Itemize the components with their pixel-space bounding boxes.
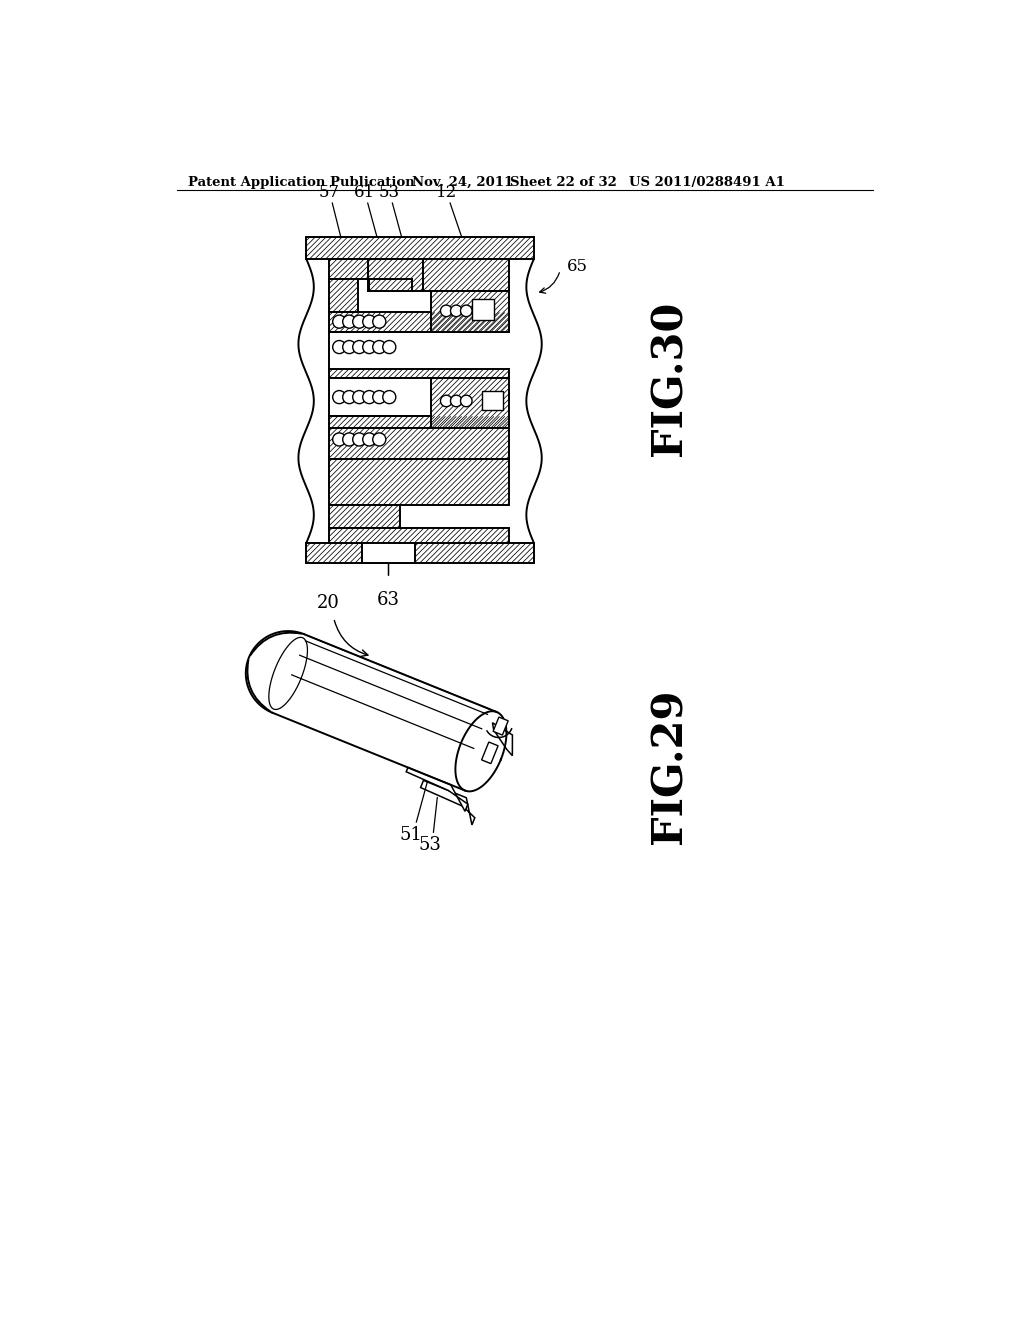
Circle shape xyxy=(451,305,462,317)
Circle shape xyxy=(373,433,386,446)
Text: 65: 65 xyxy=(566,257,588,275)
Text: 51: 51 xyxy=(399,826,423,843)
Bar xyxy=(361,544,416,562)
Circle shape xyxy=(373,341,386,354)
Circle shape xyxy=(343,391,355,404)
Circle shape xyxy=(362,315,376,329)
Text: 53: 53 xyxy=(379,183,399,201)
Circle shape xyxy=(461,395,472,407)
Circle shape xyxy=(362,391,376,404)
Bar xyxy=(423,259,509,290)
Bar xyxy=(368,259,423,290)
Circle shape xyxy=(362,433,376,446)
Bar xyxy=(330,428,509,459)
Circle shape xyxy=(333,433,346,446)
Bar xyxy=(330,528,509,544)
Polygon shape xyxy=(494,717,508,735)
Circle shape xyxy=(373,391,386,404)
Text: Nov. 24, 2011: Nov. 24, 2011 xyxy=(412,176,513,189)
Bar xyxy=(330,259,370,280)
FancyArrowPatch shape xyxy=(540,273,559,293)
Bar xyxy=(472,298,494,321)
Text: 53: 53 xyxy=(418,836,441,854)
Text: 20: 20 xyxy=(316,594,340,612)
Bar xyxy=(330,504,400,528)
Bar xyxy=(370,280,412,290)
Circle shape xyxy=(440,305,452,317)
Circle shape xyxy=(343,341,355,354)
Bar xyxy=(306,238,535,259)
Bar xyxy=(330,280,357,313)
Bar xyxy=(431,378,509,428)
Circle shape xyxy=(343,315,355,329)
Text: US 2011/0288491 A1: US 2011/0288491 A1 xyxy=(629,176,784,189)
Polygon shape xyxy=(407,767,468,812)
Text: 63: 63 xyxy=(377,591,400,609)
Bar xyxy=(330,370,509,378)
Text: 57: 57 xyxy=(318,183,340,201)
Bar xyxy=(330,313,509,331)
Circle shape xyxy=(333,315,346,329)
Text: Patent Application Publication: Patent Application Publication xyxy=(188,176,415,189)
Polygon shape xyxy=(481,742,498,764)
Circle shape xyxy=(352,433,366,446)
Circle shape xyxy=(440,395,452,407)
Text: FIG.30: FIG.30 xyxy=(648,300,690,455)
Text: 61: 61 xyxy=(354,183,375,201)
Bar xyxy=(330,459,509,506)
Circle shape xyxy=(362,341,376,354)
Circle shape xyxy=(333,341,346,354)
Text: 12: 12 xyxy=(436,183,458,201)
Polygon shape xyxy=(493,723,512,755)
Text: Sheet 22 of 32: Sheet 22 of 32 xyxy=(510,176,617,189)
Text: FIG.29: FIG.29 xyxy=(648,689,690,845)
Bar xyxy=(306,544,535,562)
Circle shape xyxy=(461,305,472,317)
Circle shape xyxy=(352,315,366,329)
Bar xyxy=(330,416,509,428)
Polygon shape xyxy=(421,780,475,825)
Bar xyxy=(330,331,431,370)
Bar xyxy=(330,378,431,416)
Circle shape xyxy=(343,433,355,446)
Circle shape xyxy=(383,341,396,354)
Circle shape xyxy=(352,391,366,404)
Circle shape xyxy=(373,315,386,329)
Circle shape xyxy=(352,341,366,354)
Circle shape xyxy=(451,395,462,407)
Circle shape xyxy=(333,391,346,404)
Bar xyxy=(431,290,509,331)
Bar xyxy=(481,391,503,411)
Circle shape xyxy=(383,391,396,404)
